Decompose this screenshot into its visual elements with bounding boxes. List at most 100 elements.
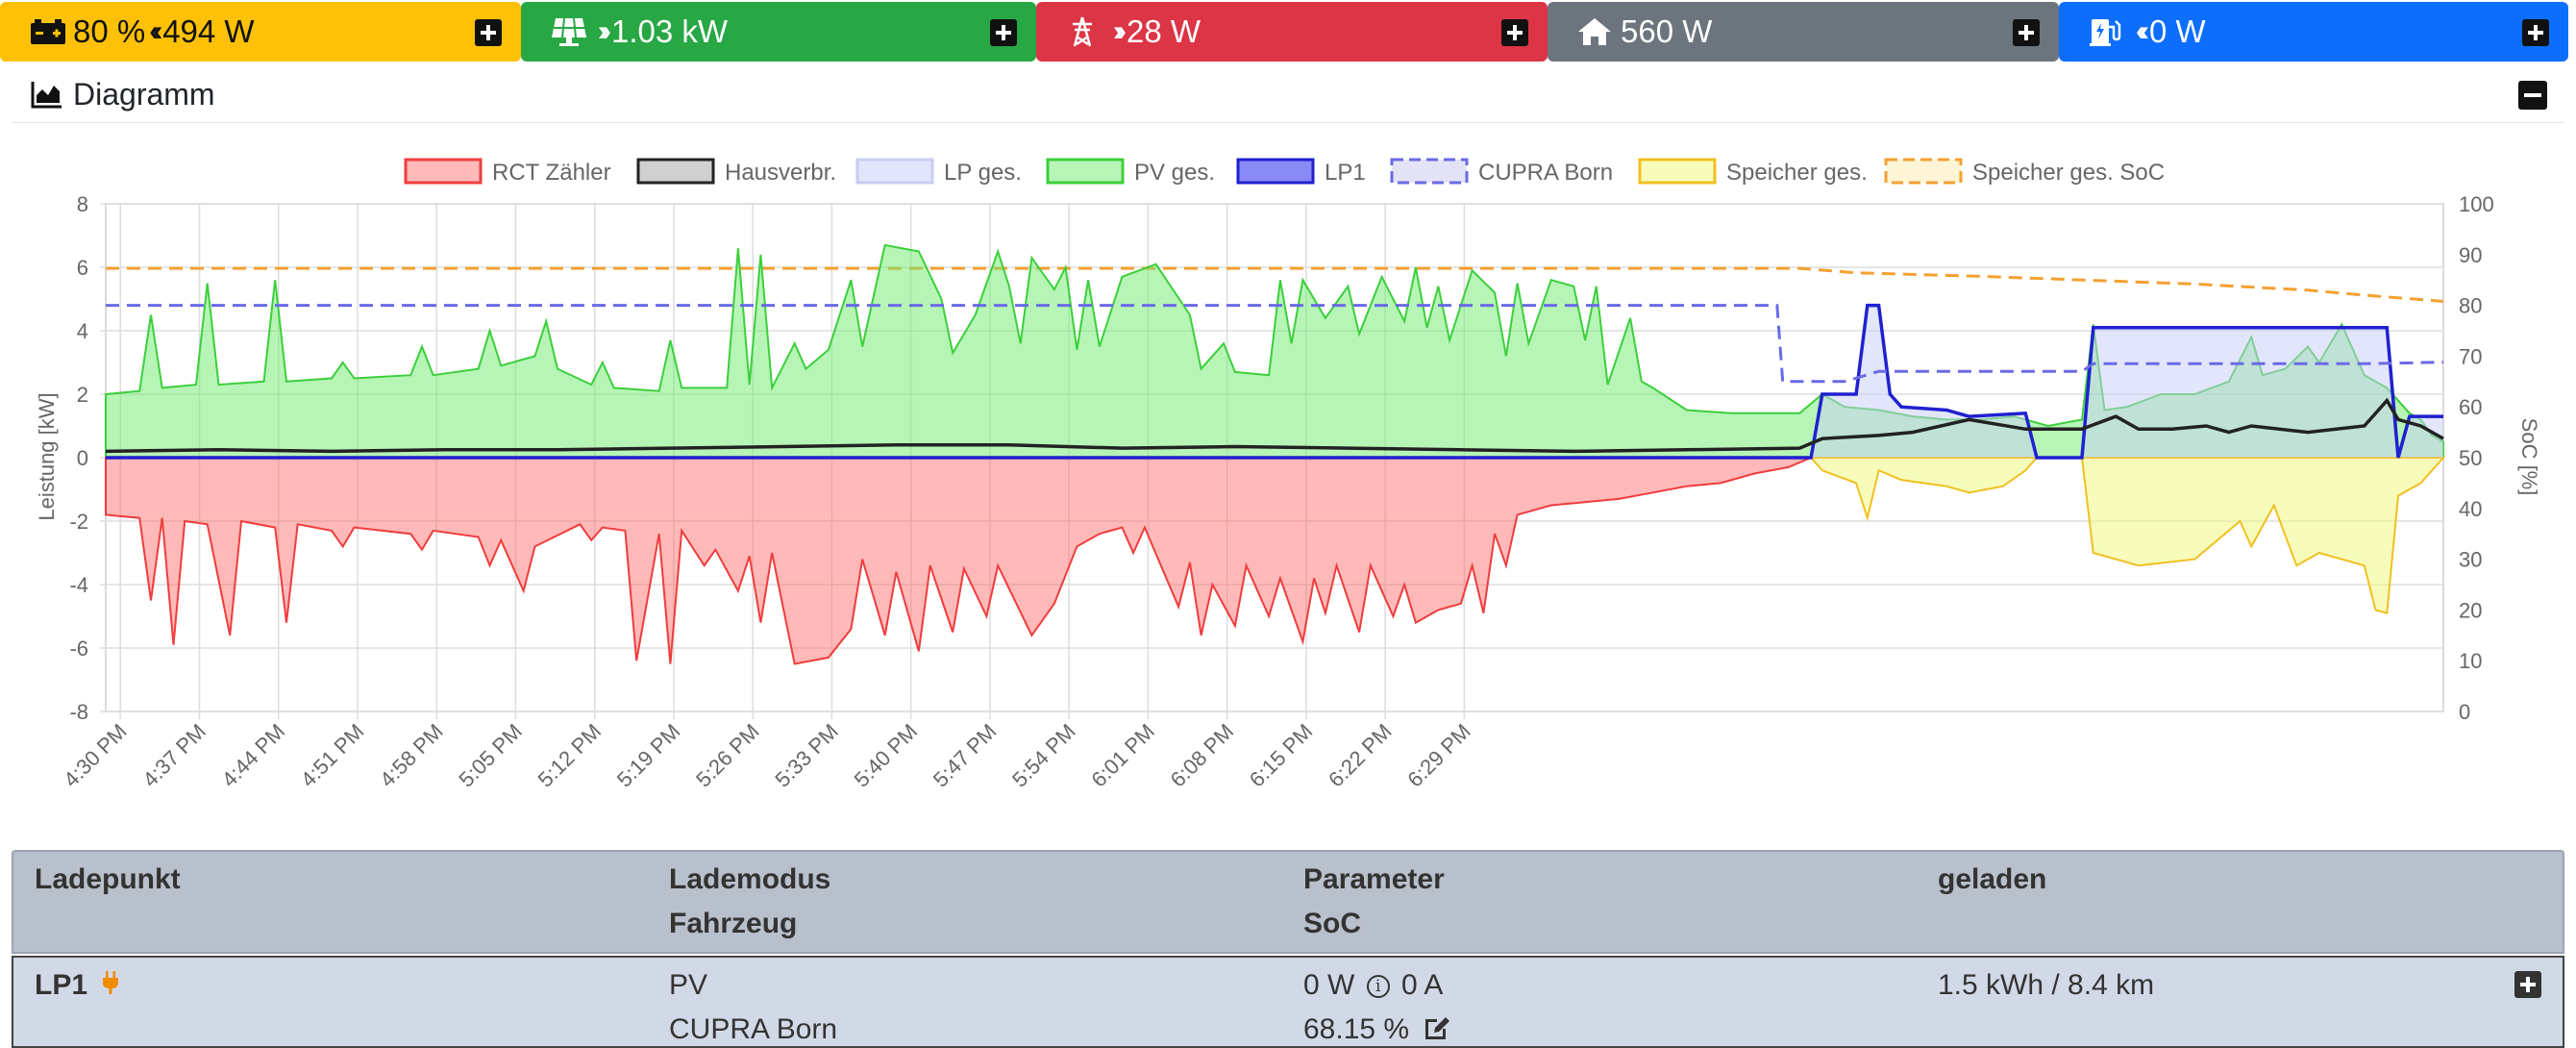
y2-tick-label: 50: [2459, 446, 2482, 470]
header-soc: SoC: [1303, 908, 1361, 939]
x-tick-label: 4:58 PM: [375, 719, 448, 792]
legend-swatch: [1638, 158, 1717, 185]
legend-item[interactable]: PV ges.: [1046, 158, 1215, 186]
y-axis-title: Leistung [kW]: [35, 392, 59, 520]
y-tick-label: 4: [77, 319, 88, 343]
legend-swatch: [1046, 158, 1125, 185]
diagram-collapse-button[interactable]: [2518, 81, 2547, 110]
series-storage: [106, 457, 2446, 614]
x-tick-label: 5:26 PM: [691, 719, 764, 792]
legend-item[interactable]: Speicher ges. SoC: [1884, 158, 2165, 186]
y2-tick-label: 80: [2459, 294, 2482, 318]
legend-label: Speicher ges. SoC: [1972, 160, 2165, 186]
area-chart-icon: [31, 80, 65, 111]
header-parameter: Parameter: [1303, 863, 1445, 895]
x-axis: 4:30 PM 4:37 PM 4:44 PM 4:51 PM 4:58 PM 5:05 …: [59, 719, 1475, 792]
house-power: 560 W: [1621, 13, 1713, 49]
x-tick-label: 5:40 PM: [850, 719, 923, 792]
legend-label: PV ges.: [1134, 160, 1215, 186]
legend-label: Hausverbr.: [725, 160, 836, 186]
pv-expand-button[interactable]: [990, 19, 1017, 46]
chart-legend[interactable]: RCT Zähler Hausverbr. LP ges. PV ges. LP1 CUP…: [404, 158, 2165, 186]
chargepoint-table-header: Ladepunkt Lademodus Fahrzeug Parameter S…: [12, 850, 2564, 954]
y-tick-label: -6: [69, 636, 88, 661]
x-tick-label: 6:29 PM: [1402, 719, 1475, 792]
chargepoint-expand-button[interactable]: [2522, 19, 2549, 46]
x-tick-label: 5:05 PM: [454, 719, 527, 792]
vehicle-soc[interactable]: 68.15 %: [1303, 1013, 1451, 1048]
x-tick-label: 6:08 PM: [1166, 719, 1239, 792]
charge-mode[interactable]: PV: [669, 969, 708, 1001]
charge-power: 0 W: [1303, 969, 1355, 1001]
diagram-header[interactable]: Diagramm: [12, 67, 2564, 123]
battery-tile[interactable]: 80 % ‹‹ 494 W: [0, 2, 521, 62]
house-expand-button[interactable]: [2013, 19, 2040, 46]
x-tick-label: 5:12 PM: [533, 719, 607, 792]
x-tick-label: 4:30 PM: [59, 719, 132, 792]
chargepoint-name[interactable]: LP1: [35, 969, 120, 1003]
y-tick-label: 6: [77, 256, 88, 280]
vehicle-name[interactable]: CUPRA Born: [669, 1013, 838, 1045]
x-tick-label: 6:01 PM: [1086, 719, 1159, 792]
legend-swatch: [1884, 158, 1963, 185]
chart-series: [105, 243, 2446, 665]
y-tick-label: 2: [77, 383, 88, 407]
series-house: [105, 397, 2444, 454]
legend-item[interactable]: RCT Zähler: [404, 158, 611, 186]
legend-swatch: [855, 158, 934, 185]
y2-tick-label: 90: [2459, 243, 2482, 267]
legend-swatch: [636, 158, 715, 185]
y2-tick-label: 30: [2459, 548, 2482, 572]
charging-station-icon: [2088, 14, 2128, 49]
legend-label: RCT Zähler: [492, 160, 611, 186]
series-lp1: [106, 303, 2443, 460]
y2-axis-title: SoC [%]: [2517, 418, 2541, 496]
legend-item[interactable]: CUPRA Born: [1390, 158, 1613, 186]
grid-expand-button[interactable]: [1501, 19, 1528, 46]
charge-parameters: 0 W i 0 A: [1303, 969, 1443, 1002]
table-row[interactable]: LP1 PV CUPRA Born 0 W i 0 A 68.15 % 1.5 …: [12, 956, 2564, 1048]
x-tick-label: 5:47 PM: [929, 719, 1002, 792]
legend-label: CUPRA Born: [1478, 160, 1613, 186]
legend-swatch: [1236, 158, 1315, 185]
power-chart[interactable]: RCT Zähler Hausverbr. LP ges. PV ges. LP1 CUP…: [12, 125, 2564, 836]
x-tick-label: 5:33 PM: [770, 719, 843, 792]
y2-tick-label: 0: [2459, 700, 2470, 724]
chevrons-left-icon: ‹‹: [2136, 15, 2149, 47]
series-storage-soc: [106, 266, 2444, 303]
grid-tile[interactable]: ›› 28 W: [1036, 2, 1548, 62]
legend-item[interactable]: Hausverbr.: [636, 158, 836, 186]
y-tick-label: -2: [69, 510, 88, 534]
y-axis-left: 8 6 4 2 0 -2 -4 -6 -8: [69, 192, 88, 724]
header-geladen: geladen: [1938, 863, 2047, 895]
power-tower-icon: [1065, 14, 1105, 49]
chargepoint-tile[interactable]: ‹‹ 0 W: [2059, 2, 2568, 62]
home-icon: [1576, 14, 1617, 49]
battery-soc: 80 %: [73, 13, 146, 49]
y2-tick-label: 60: [2459, 395, 2482, 419]
y-tick-label: -8: [69, 700, 88, 724]
header-ladepunkt: Ladepunkt: [35, 863, 181, 895]
y2-tick-label: 40: [2459, 497, 2482, 521]
solar-panel-icon: [550, 14, 590, 49]
legend-item[interactable]: LP1: [1236, 158, 1366, 186]
legend-swatch: [1390, 158, 1469, 185]
y-tick-label: 8: [77, 192, 88, 216]
y2-tick-label: 100: [2459, 192, 2494, 216]
legend-item[interactable]: Speicher ges.: [1638, 158, 1868, 186]
row-expand-button[interactable]: [2514, 971, 2541, 998]
x-tick-label: 5:54 PM: [1007, 719, 1080, 792]
pv-tile[interactable]: ›› 1.03 kW: [521, 2, 1036, 62]
house-tile[interactable]: 560 W: [1548, 2, 2059, 62]
grid-power: 28 W: [1126, 13, 1201, 49]
legend-item[interactable]: LP ges.: [855, 158, 1022, 186]
header-lademodus: Lademodus: [669, 863, 831, 895]
chargepoint-label: LP1: [35, 969, 88, 1001]
edit-icon[interactable]: [1423, 1013, 1451, 1048]
chevrons-left-icon: ‹‹: [149, 15, 162, 47]
battery-expand-button[interactable]: [475, 19, 502, 46]
plug-icon: [101, 970, 120, 1003]
series-grid: [105, 457, 2443, 665]
battery-power: 494 W: [162, 13, 255, 49]
pv-power: 1.03 kW: [610, 13, 729, 49]
